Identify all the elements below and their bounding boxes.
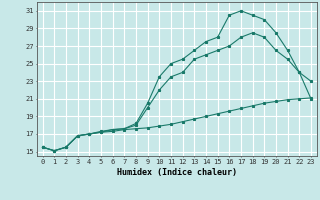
- X-axis label: Humidex (Indice chaleur): Humidex (Indice chaleur): [117, 168, 237, 177]
